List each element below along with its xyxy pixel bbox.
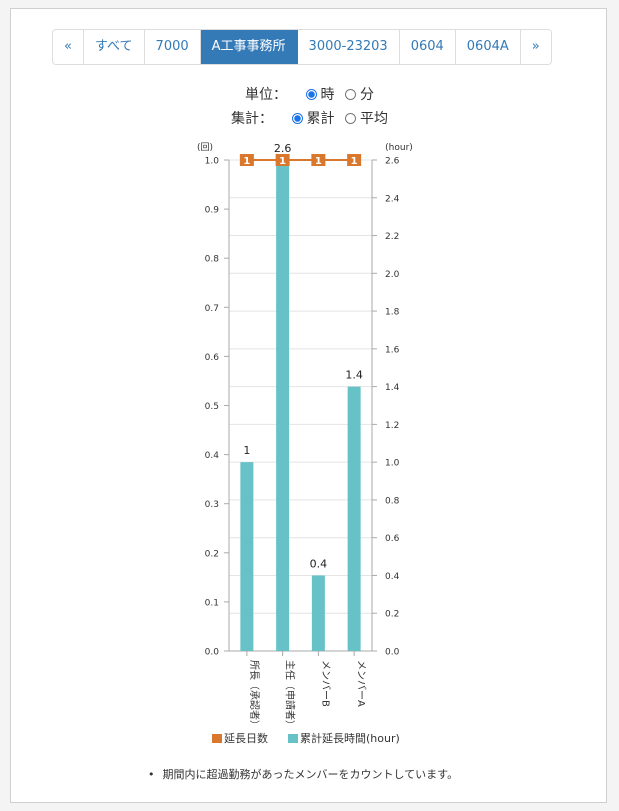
unit-minute-radio[interactable] (344, 89, 356, 100)
left-tick-label: 0.2 (205, 549, 219, 559)
x-tick-label: 所長（承認者） (248, 660, 261, 730)
line-point (347, 154, 362, 166)
line-point-label: 1 (279, 156, 286, 167)
bar (311, 575, 325, 651)
line-point-label: 1 (243, 156, 250, 167)
right-tick-label: 2.4 (385, 194, 400, 204)
aggregate-average-label: 平均 (359, 111, 388, 127)
footnote: 期間内に超過勤務があったメンバーをカウントしています。 (148, 766, 459, 782)
right-tick-label: 0.4 (385, 572, 400, 582)
pager-item[interactable]: » (520, 30, 551, 64)
x-tick-label: メンバーB (319, 660, 331, 707)
left-tick-label: 0.9 (205, 206, 220, 216)
pager-item[interactable]: « (53, 30, 84, 64)
left-tick-label: 0.0 (205, 648, 220, 658)
content-panel (10, 8, 607, 803)
right-tick-label: 1.8 (385, 308, 400, 318)
pager-item[interactable]: 0604A (455, 30, 521, 64)
line-point (275, 154, 290, 166)
right-tick-label: 2.0 (385, 270, 400, 280)
right-tick-label: 2.6 (385, 157, 400, 167)
bar (240, 462, 254, 651)
left-tick-label: 1.0 (205, 157, 220, 167)
pager-item[interactable]: 3000-23203 (297, 30, 400, 64)
aggregate-average-radio[interactable] (344, 113, 356, 124)
left-tick-label: 0.7 (205, 304, 219, 314)
pager-item[interactable]: 0604 (399, 30, 456, 64)
x-tick-label: 主任（申請者） (284, 660, 297, 730)
right-tick-label: 0.8 (385, 496, 400, 506)
line-point (239, 154, 254, 166)
bar-value-label: 1 (243, 444, 250, 457)
pagination: «すべて 7000 A工事事務所 3000-23203 0604 0604A» (52, 29, 552, 65)
aggregate-total-radio[interactable] (291, 113, 303, 124)
left-tick-label: 0.8 (205, 255, 220, 265)
unit-hour-label: 時 (320, 87, 335, 103)
line-point-label: 1 (315, 156, 322, 167)
left-tick-label: 0.5 (205, 402, 219, 412)
right-tick-label: 1.2 (385, 421, 399, 431)
unit-hour-radio[interactable] (305, 89, 317, 100)
legend-label-line: 延長日数 (224, 732, 268, 745)
left-tick-label: 0.4 (205, 451, 220, 461)
right-tick-label: 1.4 (385, 383, 400, 393)
pager-item[interactable]: 7000 (144, 30, 201, 64)
left-axis-unit: (回) (197, 142, 213, 153)
bar-value-label: 0.4 (310, 557, 328, 570)
bar (347, 386, 361, 651)
right-tick-label: 0.6 (385, 534, 400, 544)
right-tick-label: 1.0 (385, 459, 400, 469)
right-axis-unit: (hour) (385, 143, 413, 153)
bar-value-label: 2.6 (274, 142, 292, 155)
right-tick-label: 0.2 (385, 610, 399, 620)
legend-swatch-bar (288, 734, 298, 743)
unit-minute-label: 分 (359, 87, 374, 103)
bar (276, 160, 290, 651)
aggregate-option-row: 集計： 累計 平均 (0, 108, 619, 128)
legend-swatch-line (212, 734, 222, 743)
legend-label-bar: 累計延長時間(hour) (300, 731, 400, 745)
left-tick-label: 0.6 (205, 353, 220, 363)
right-tick-label: 2.2 (385, 232, 399, 242)
right-tick-label: 0.0 (385, 648, 400, 658)
pager-item[interactable]: A工事事務所 (200, 30, 298, 64)
aggregate-label: 集計： (231, 111, 274, 127)
line-point-label: 1 (351, 156, 358, 167)
line-point (311, 154, 326, 166)
unit-option-row: 単位： 時 分 (0, 84, 619, 104)
left-tick-label: 0.3 (205, 500, 219, 510)
right-tick-label: 1.6 (385, 345, 400, 355)
bar-value-label: 1.4 (345, 369, 363, 382)
pager-item[interactable]: すべて (83, 30, 145, 64)
unit-label: 単位： (245, 87, 288, 103)
aggregate-total-label: 累計 (306, 111, 335, 127)
left-tick-label: 0.1 (205, 598, 219, 608)
x-tick-label: メンバーA (355, 660, 367, 707)
